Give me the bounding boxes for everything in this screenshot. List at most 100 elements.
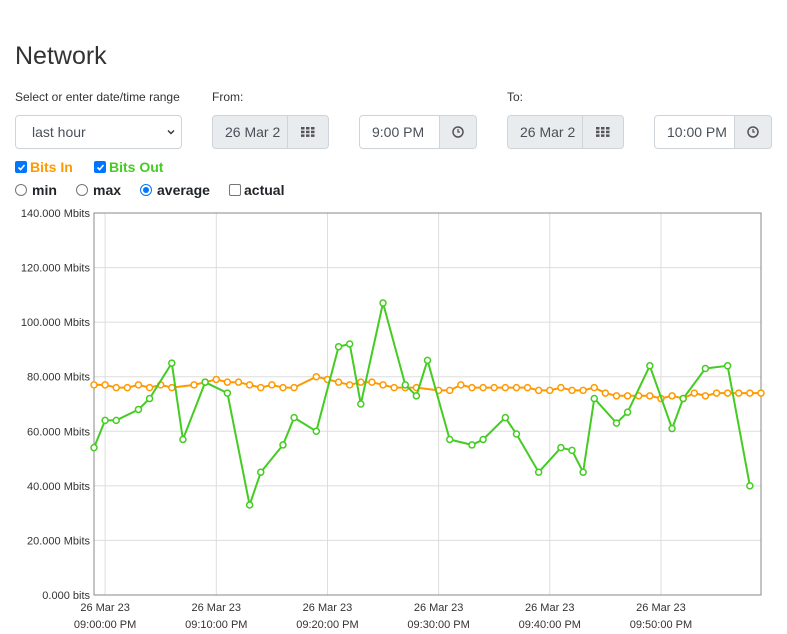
data-point-bits-out: [112, 416, 120, 425]
agg-min-option[interactable]: min: [15, 182, 57, 198]
data-point-bits-out: [245, 501, 254, 509]
to-date-input[interactable]: 26 Mar 2: [507, 115, 583, 149]
y-tick-label: 20.000 Mbits: [27, 535, 90, 547]
y-tick-label: 80.000 Mbits: [27, 372, 90, 384]
data-point-bits-in: [90, 381, 98, 389]
data-point-bits-in: [612, 392, 621, 400]
data-point-bits-in: [279, 383, 287, 392]
clock-icon: [747, 126, 759, 138]
checkmark-icon: [17, 163, 25, 171]
to-time-picker-button[interactable]: [734, 115, 772, 149]
data-point-bits-out: [423, 356, 432, 365]
x-tick-time: 09:20:00 PM: [296, 619, 358, 631]
x-tick-date: 26 Mar 23: [80, 602, 130, 614]
x-tick-date: 26 Mar 23: [303, 602, 353, 614]
data-point-bits-in: [101, 381, 109, 389]
y-tick-label: 140.000 Mbits: [21, 208, 91, 220]
data-point-bits-out: [590, 394, 598, 403]
data-point-bits-in: [201, 378, 209, 386]
data-point-bits-in: [156, 381, 165, 389]
to-label: To:: [507, 90, 524, 104]
y-tick-label: 60.000 Mbits: [27, 426, 90, 438]
from-time-picker-button[interactable]: [439, 115, 477, 149]
data-point-bits-out: [279, 441, 287, 449]
data-point-bits-out: [345, 340, 354, 348]
data-point-bits-in: [401, 383, 410, 392]
data-point-bits-out: [445, 435, 454, 444]
agg-average-radio[interactable]: [140, 184, 152, 196]
data-point-bits-out: [90, 443, 98, 452]
data-point-bits-out: [168, 359, 176, 367]
y-tick-label: 100.000 Mbits: [21, 317, 91, 329]
data-point-bits-in: [345, 381, 354, 389]
data-point-bits-in: [390, 383, 398, 392]
data-point-bits-in: [234, 378, 243, 386]
range-select-value: last hour: [32, 124, 86, 140]
bits-out-label: Bits Out: [109, 159, 164, 175]
data-point-bits-in: [501, 383, 510, 392]
bits-in-toggle[interactable]: Bits In: [15, 159, 73, 175]
agg-max-label: max: [93, 182, 122, 198]
data-point-bits-out: [679, 394, 687, 403]
data-point-bits-in: [368, 378, 376, 386]
agg-max-option[interactable]: max: [76, 182, 121, 198]
to-time-input[interactable]: 10:00 PM: [654, 115, 735, 149]
data-point-bits-in: [334, 378, 343, 386]
data-point-bits-in: [623, 392, 632, 400]
from-date-input[interactable]: 26 Mar 2: [212, 115, 288, 149]
data-point-bits-in: [290, 383, 298, 392]
y-tick-label: 120.000 Mbits: [21, 263, 91, 275]
data-point-bits-in: [712, 389, 721, 397]
actual-checkbox[interactable]: [229, 184, 241, 196]
data-point-bits-in: [679, 394, 687, 403]
data-point-bits-in: [268, 381, 276, 389]
from-label: From:: [212, 90, 244, 104]
from-time-input[interactable]: 9:00 PM: [359, 115, 440, 149]
data-point-bits-in: [445, 386, 454, 395]
data-point-bits-out: [412, 392, 421, 400]
to-date-picker-button[interactable]: [582, 115, 624, 149]
data-point-bits-in: [190, 381, 198, 389]
data-point-bits-out: [723, 362, 732, 370]
data-point-bits-in: [735, 389, 743, 397]
data-point-bits-in: [323, 375, 332, 384]
y-tick-label: 0.000 bits: [42, 590, 90, 602]
x-tick-time: 09:00:00 PM: [74, 619, 136, 631]
data-point-bits-out: [101, 416, 109, 425]
checkmark-icon: [96, 163, 104, 171]
bits-in-checkbox[interactable]: [15, 161, 27, 173]
bits-out-toggle[interactable]: Bits Out: [94, 159, 163, 175]
data-point-bits-out: [401, 381, 410, 389]
agg-max-radio[interactable]: [76, 184, 88, 196]
data-point-bits-in: [245, 381, 254, 389]
data-point-bits-out: [379, 299, 387, 307]
data-point-bits-in: [168, 383, 176, 392]
data-point-bits-out: [257, 468, 265, 476]
data-point-bits-in: [123, 383, 132, 392]
data-point-bits-in: [134, 381, 143, 389]
page-title: Network: [15, 42, 107, 70]
actual-toggle[interactable]: actual: [229, 182, 284, 198]
bits-in-label: Bits In: [30, 159, 73, 175]
agg-min-radio[interactable]: [15, 184, 27, 196]
data-point-bits-out: [468, 441, 476, 449]
range-label: Select or enter date/time range: [15, 90, 180, 104]
data-point-bits-in: [523, 383, 532, 392]
data-point-bits-in: [434, 386, 443, 395]
data-point-bits-out: [312, 427, 321, 436]
range-select[interactable]: last hour: [15, 115, 182, 149]
bits-out-checkbox[interactable]: [94, 161, 106, 173]
calendar-grid-icon: [596, 127, 610, 137]
x-tick-time: 09:10:00 PM: [185, 619, 247, 631]
data-point-bits-in: [312, 372, 321, 381]
data-point-bits-out: [579, 468, 587, 476]
data-point-bits-out: [145, 394, 154, 403]
agg-average-option[interactable]: average: [140, 182, 210, 198]
data-point-bits-out: [746, 482, 754, 490]
data-point-bits-out: [290, 413, 298, 422]
series-line-bits-in: [94, 375, 761, 400]
data-point-bits-out: [479, 435, 487, 444]
x-tick-date: 26 Mar 23: [636, 602, 686, 614]
data-point-bits-out: [501, 413, 510, 422]
from-date-picker-button[interactable]: [287, 115, 329, 149]
